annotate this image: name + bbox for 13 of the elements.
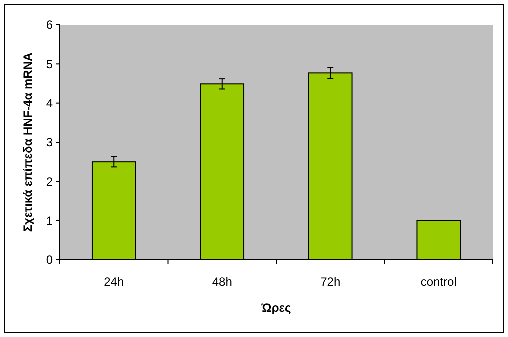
x-tick-label: 72h [320,275,341,289]
y-tick-label: 6 [46,18,54,32]
x-tick-label: 24h [104,275,124,289]
y-tick-label: 5 [46,57,54,72]
y-tick-label: 3 [46,136,54,150]
y-tick-label: 4 [46,96,54,111]
y-tick-label: 0 [46,253,54,268]
y-axis-title: Σχετικά επίπεδα HNF-4α mRNA [21,52,35,232]
y-tick-label: 2 [46,174,54,189]
y-tick-label: 1 [46,214,54,228]
x-tick-label: 48h [212,275,232,289]
x-tick-label: control [420,275,457,289]
x-axis-title: Ώρες [260,301,292,315]
